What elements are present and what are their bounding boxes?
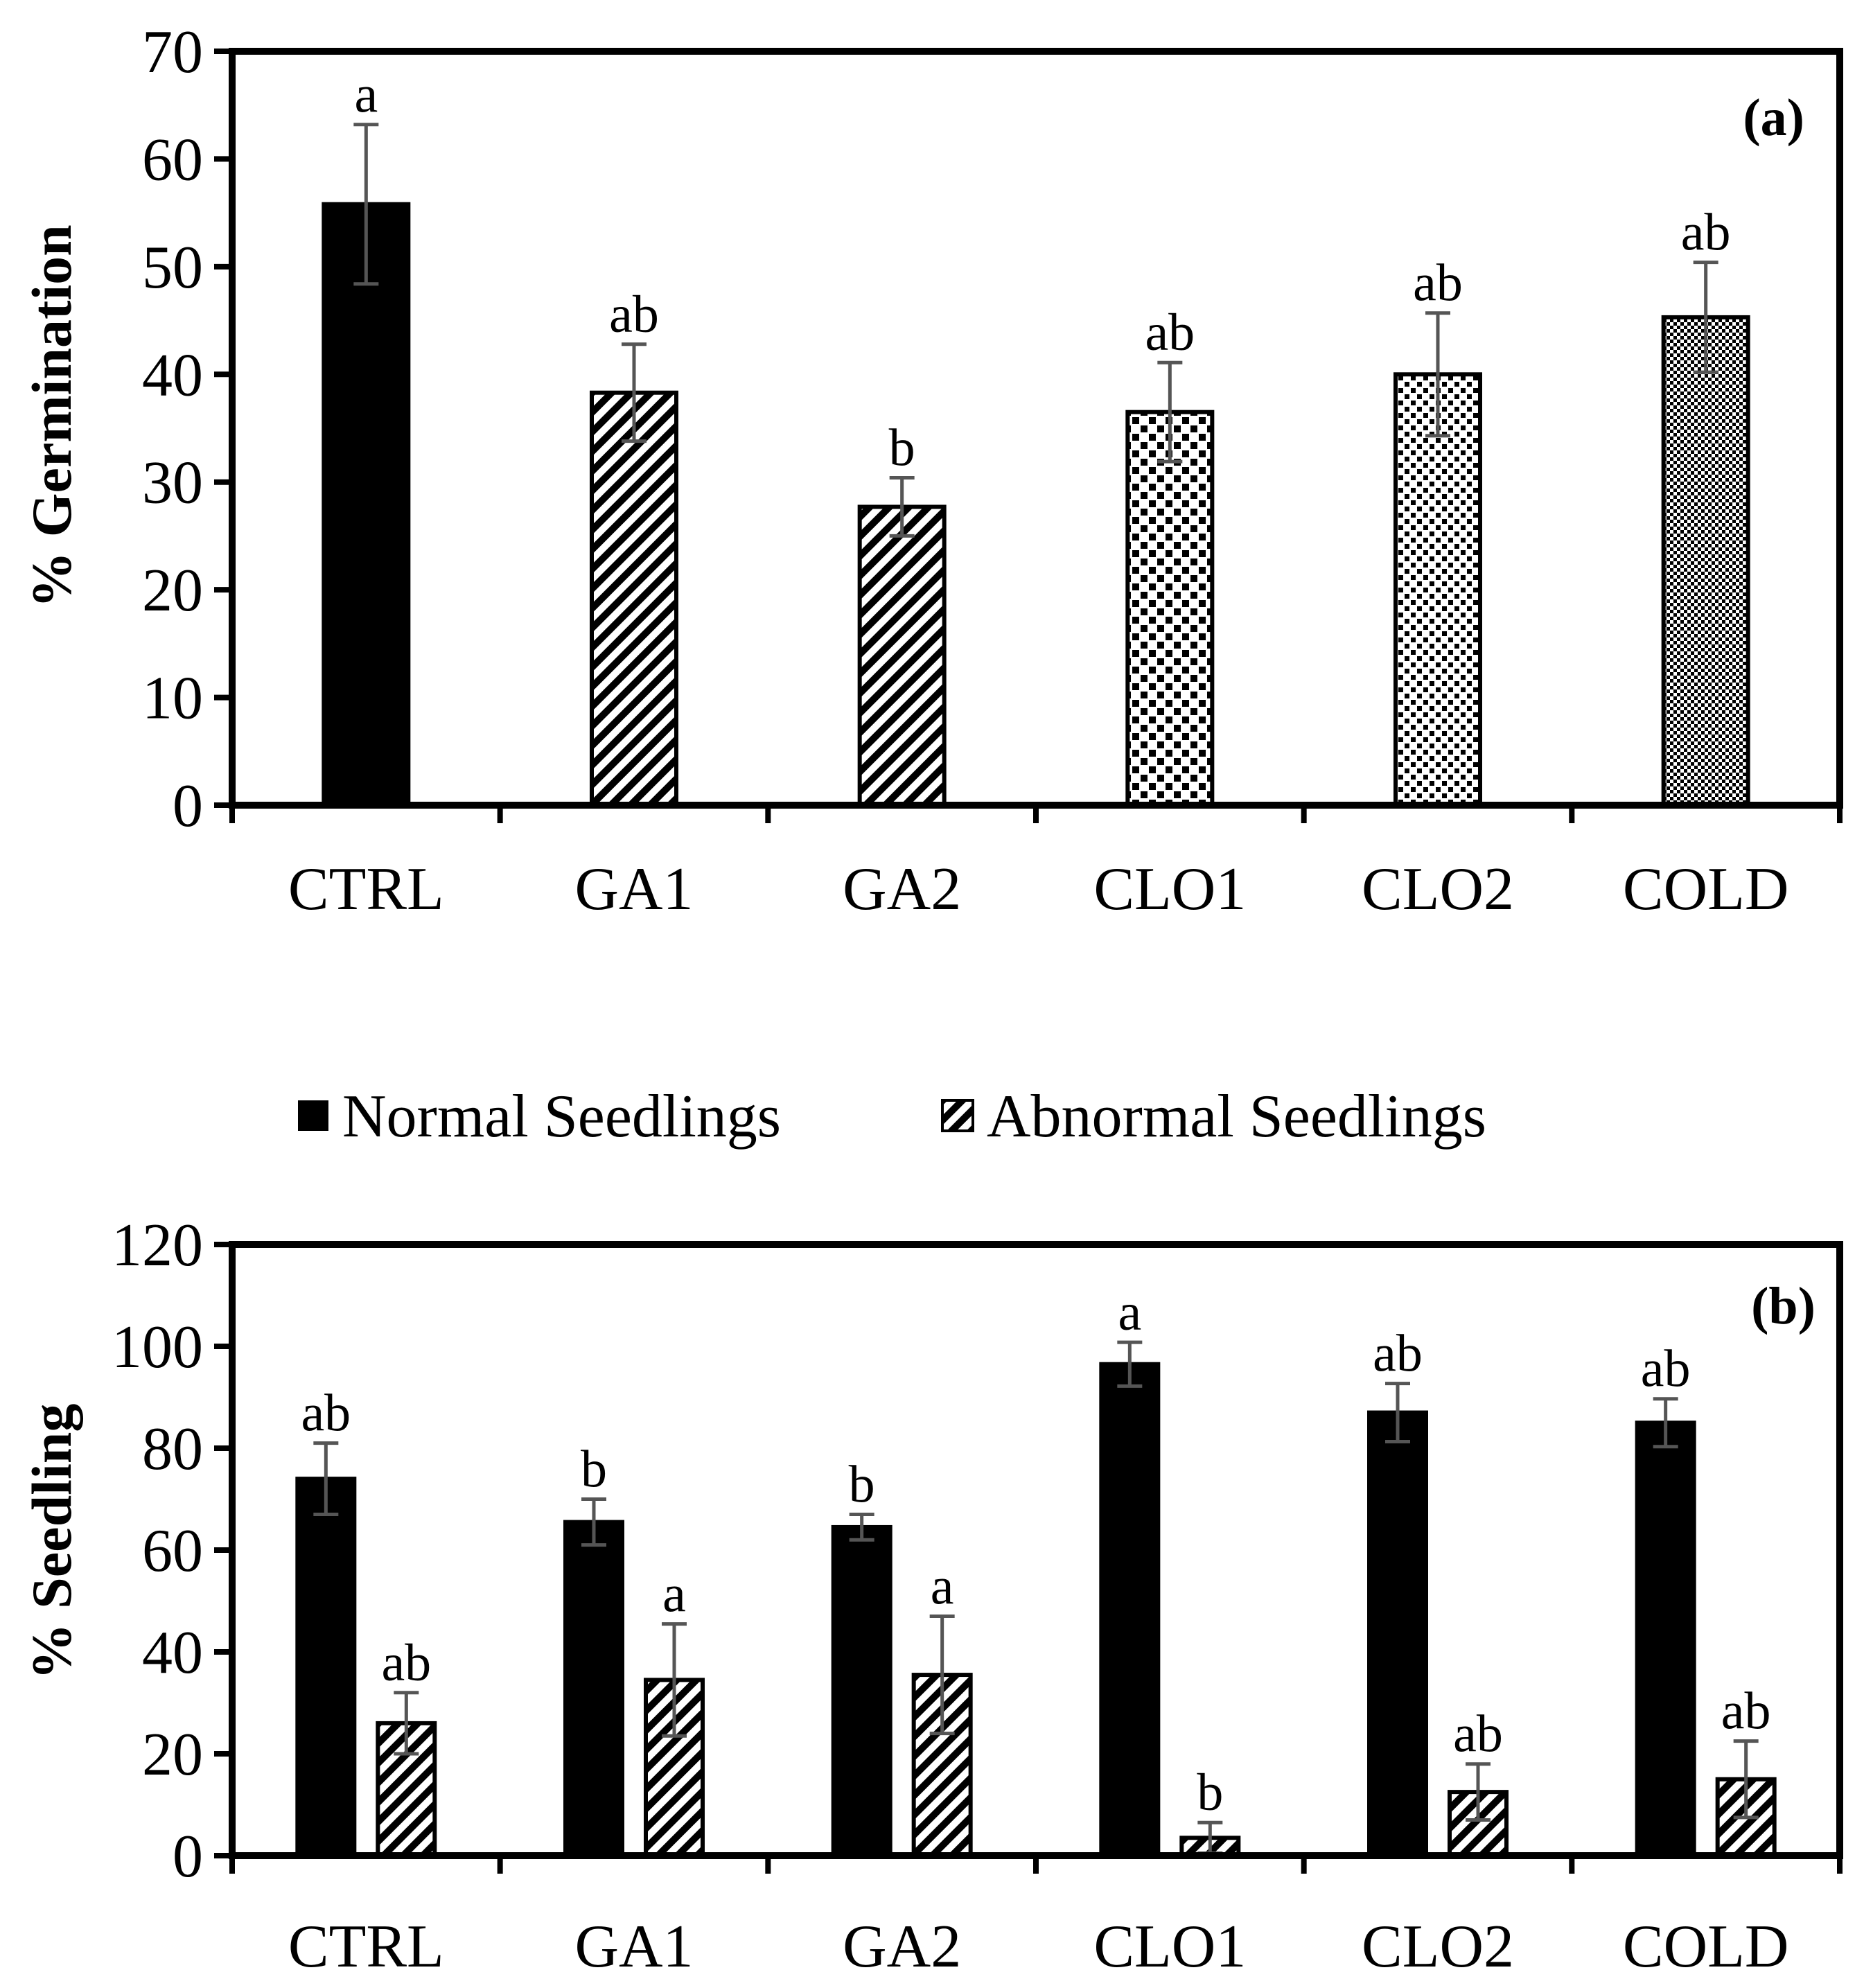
panel-b-legend: Normal Seedlings Abnormal Seedlings xyxy=(298,1083,1486,1150)
legend-label-normal: Normal Seedlings xyxy=(342,1083,781,1150)
panel-a-x-tick-label: GA2 xyxy=(843,856,961,923)
panel-a-y-axis: 0 10 20 30 40 50 60 70 xyxy=(142,19,232,840)
panel-a-y-tick-label: 30 xyxy=(142,450,203,517)
panel-b-significance-label: ab xyxy=(381,1634,431,1692)
panel-a-significance-label: ab xyxy=(609,285,659,344)
panel-a-plot-frame xyxy=(229,48,1843,809)
legend-label-abnormal: Abnormal Seedlings xyxy=(987,1083,1486,1150)
panel-a-y-tick-label: 40 xyxy=(142,342,203,409)
panel-b-x-axis: CTRL GA1 GA2 CLO1 CLO2 COLD xyxy=(229,1856,1843,1980)
panel-b-significance-label: a xyxy=(662,1565,686,1624)
panel-b-y-tick-label: 40 xyxy=(142,1619,203,1687)
panel-a-y-axis-title: % Germination xyxy=(20,225,83,608)
panel-a-y-tick-label: 60 xyxy=(142,126,203,193)
panel-a-tag: (a) xyxy=(1743,89,1804,147)
panel-b-significance-label: a xyxy=(931,1558,954,1616)
panel-a-y-tick-label: 70 xyxy=(142,19,203,86)
panel-b-x-tick-label: GA2 xyxy=(843,1913,961,1980)
panel-b-y-tick-label: 80 xyxy=(142,1416,203,1483)
panel-b-y-axis: 0 20 40 60 80 100 120 xyxy=(112,1212,232,1890)
panel-a-y-tick-label: 0 xyxy=(173,773,203,840)
panel-b-bar-normal xyxy=(1099,1362,1161,1858)
panel-b-significance-label: b xyxy=(1197,1763,1223,1822)
panel-a-bar-germination xyxy=(857,504,947,807)
panel-a-significance-label: a xyxy=(354,66,378,124)
panel-b-bar-normal xyxy=(563,1520,624,1858)
panel-b-bar-normal xyxy=(295,1477,357,1858)
panel-b-x-tick-label: CLO2 xyxy=(1362,1913,1514,1980)
panel-b-bar-normal xyxy=(1367,1410,1428,1858)
panel-b-y-axis-title: % Seedling xyxy=(20,1404,83,1680)
panel-a-bar-germination xyxy=(322,202,411,807)
panel-a-significance-label: ab xyxy=(1413,254,1463,313)
panel-a-x-tick-label: CTRL xyxy=(288,856,444,923)
panel-a-x-tick-label: CLO1 xyxy=(1093,856,1246,923)
panel-a-bar-germination xyxy=(1393,372,1482,807)
panel-a-x-axis: CTRL GA1 GA2 CLO1 CLO2 COLD xyxy=(229,805,1843,923)
panel-b-x-tick-label: CTRL xyxy=(288,1913,444,1980)
panel-b-y-tick-label: 0 xyxy=(173,1823,203,1890)
panel-a-significance-label: ab xyxy=(1681,204,1731,262)
panel-a-bar-germination xyxy=(1661,315,1750,807)
panel-b-significance-label: ab xyxy=(1721,1682,1771,1741)
panel-b-significance-label: ab xyxy=(1453,1705,1503,1763)
panel-a-x-tick-label: COLD xyxy=(1623,856,1789,923)
panel-b-x-tick-label: CLO1 xyxy=(1093,1913,1246,1980)
panel-b-y-tick-label: 120 xyxy=(112,1212,203,1279)
panel-a-x-tick-label: CLO2 xyxy=(1362,856,1514,923)
panel-b-significance-label: ab xyxy=(1641,1340,1691,1398)
panel-b-x-tick-label: COLD xyxy=(1623,1913,1789,1980)
legend-swatch-normal xyxy=(298,1100,328,1131)
panel-b-plot-frame xyxy=(229,1241,1843,1859)
panel-a-significance-label: ab xyxy=(1145,304,1195,362)
panel-b-y-tick-label: 100 xyxy=(112,1314,203,1381)
panel-b-significance-label: ab xyxy=(1373,1325,1423,1383)
panel-a-x-tick-label: GA1 xyxy=(574,856,693,923)
panel-b-tag: (b) xyxy=(1751,1277,1815,1335)
panel-b-significance-label: ab xyxy=(301,1384,351,1443)
panel-a-y-tick-label: 50 xyxy=(142,234,203,301)
panel-b-significance-label: b xyxy=(849,1456,875,1514)
panel-a-y-tick-label: 20 xyxy=(142,557,203,624)
panel-b-y-tick-label: 60 xyxy=(142,1518,203,1585)
panel-b-bar-normal xyxy=(831,1524,893,1858)
legend-swatch-abnormal xyxy=(941,1099,974,1132)
panel-b-significance-label: a xyxy=(1118,1283,1141,1342)
panel-a-bar-germination xyxy=(1125,410,1215,807)
panel-b-y-tick-label: 20 xyxy=(142,1721,203,1788)
panel-a-significance-label: b xyxy=(889,419,915,477)
panel-a-y-tick-label: 10 xyxy=(142,665,203,732)
panel-b-significance-label: b xyxy=(581,1441,607,1499)
panel-a-bar-germination xyxy=(590,390,678,807)
panel-b-x-tick-label: GA1 xyxy=(574,1913,693,1980)
panel-b-bar-normal xyxy=(1635,1420,1696,1858)
